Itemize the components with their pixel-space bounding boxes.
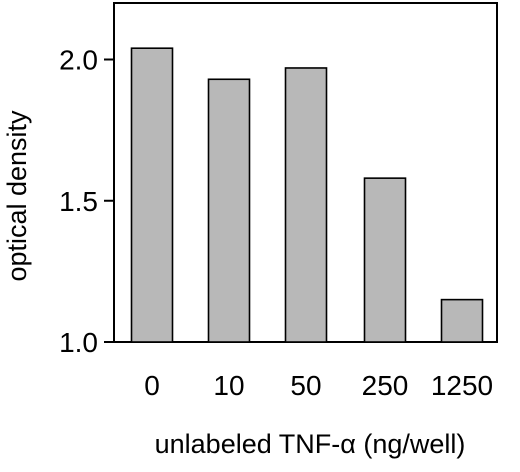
y-tick-label: 1.0 — [59, 327, 98, 358]
bar-250 — [363, 177, 407, 343]
x-tick-label: 1250 — [431, 370, 493, 401]
bar-50 — [284, 67, 328, 343]
bar-0 — [130, 47, 174, 343]
x-tick-label: 10 — [213, 370, 244, 401]
bar-1250 — [440, 298, 484, 343]
x-axis-label: unlabeled TNF-α (ng/well) — [155, 429, 466, 459]
y-tick-label: 1.5 — [59, 186, 98, 217]
bar-10 — [207, 78, 251, 343]
x-tick-label: 50 — [290, 370, 321, 401]
y-axis-label: optical density — [2, 110, 32, 282]
y-tick-label: 2.0 — [59, 45, 98, 76]
x-tick-label: 0 — [144, 370, 160, 401]
bars-group — [130, 47, 484, 343]
x-axis-ticks: 0 10 50 250 1250 — [144, 370, 493, 401]
y-axis-ticks: 1.0 1.5 2.0 — [59, 45, 114, 358]
x-tick-label: 250 — [362, 370, 409, 401]
